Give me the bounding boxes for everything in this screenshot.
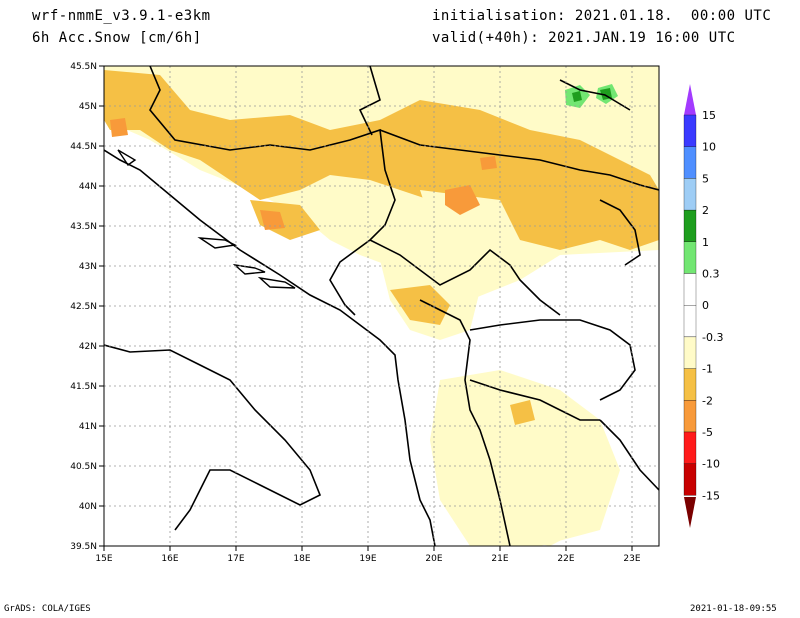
islands [117, 149, 296, 289]
lat-tick-42-5n: 42.5N [70, 302, 97, 312]
legend-label-5: 1 [702, 236, 709, 249]
legend-label-4: 2 [702, 204, 709, 217]
legend-label-7: 0 [702, 299, 709, 312]
lon-tick-18e: 18E [293, 554, 310, 564]
legend-label-12: -10 [702, 458, 720, 471]
legend-box-10 [683, 400, 697, 433]
field-title: 6h Acc.Snow [cm/6h] [32, 30, 202, 46]
lon-tick-23e: 23E [623, 554, 640, 564]
lat-tick-39-5n: 39.5N [70, 542, 97, 552]
lat-tick-43-5n: 43.5N [70, 222, 97, 232]
gridlines [104, 66, 659, 546]
legend-label-10: -2 [702, 394, 713, 407]
legend-box-6 [683, 273, 697, 306]
legend-box-3 [683, 178, 697, 211]
legend-box-4 [683, 209, 697, 242]
legend-top-arrow [684, 84, 696, 115]
legend-label-3: 5 [702, 172, 709, 185]
legend-label-11: -5 [702, 426, 713, 439]
legend-box-12 [683, 463, 697, 496]
legend-label-6: 0.3 [702, 268, 720, 281]
lat-tick-42n: 42N [79, 342, 97, 352]
legend-label-13: -15 [702, 489, 720, 502]
valid-time: valid(+40h): 2021.JAN.19 16:00 UTC [432, 30, 736, 46]
legend-box-11 [683, 431, 697, 464]
lat-tick-44-5n: 44.5N [70, 142, 97, 152]
lon-tick-21e: 21E [491, 554, 508, 564]
lat-tick-44n: 44N [79, 182, 97, 192]
model-title: wrf-nmmE_v3.9.1-e3km [32, 8, 211, 24]
lat-tick-40-5n: 40.5N [70, 462, 97, 472]
tick-marks [99, 65, 633, 551]
initialisation-time: initialisation: 2021.01.18. 00:00 UTC [432, 8, 772, 24]
legend-box-2 [683, 146, 697, 179]
lon-tick-labels: 15E 16E 17E 18E 19E 20E 21E 22E 23E [95, 554, 640, 564]
lat-tick-40n: 40N [79, 502, 97, 512]
lat-tick-41-5n: 41.5N [70, 382, 97, 392]
legend-box-8 [683, 336, 697, 369]
legend-bottom-arrow [684, 497, 696, 528]
lat-tick-labels: 39.5N 40N 40.5N 41N 41.5N 42N 42.5N 43N … [70, 62, 97, 552]
color-legend: 15 10 5 2 1 0.3 0 -0.3 -1 -2 -5 -10 -15 [683, 84, 723, 528]
lon-tick-16e: 16E [161, 554, 178, 564]
country-borders [104, 66, 659, 546]
lat-tick-43n: 43N [79, 262, 97, 272]
legend-label-9: -1 [702, 363, 713, 376]
legend-label-2: 10 [702, 141, 716, 154]
legend-label-1: 15 [702, 109, 716, 122]
legend-box-5 [683, 241, 697, 274]
lon-tick-20e: 20E [425, 554, 442, 564]
legend-box-7 [683, 305, 697, 338]
legend-label-8: -0.3 [702, 331, 723, 344]
lat-tick-41n: 41N [79, 422, 97, 432]
lon-tick-22e: 22E [557, 554, 574, 564]
lon-tick-15e: 15E [95, 554, 112, 564]
lon-tick-19e: 19E [359, 554, 376, 564]
legend-box-1 [683, 114, 697, 147]
footer-credit: GrADS: COLA/IGES [4, 604, 91, 614]
lat-tick-45-5n: 45.5N [70, 62, 97, 72]
legend-box-9 [683, 368, 697, 401]
snow-field [104, 66, 659, 546]
lon-tick-17e: 17E [227, 554, 244, 564]
lat-tick-45n: 45N [79, 102, 97, 112]
footer-timestamp: 2021-01-18-09:55 [690, 604, 777, 614]
